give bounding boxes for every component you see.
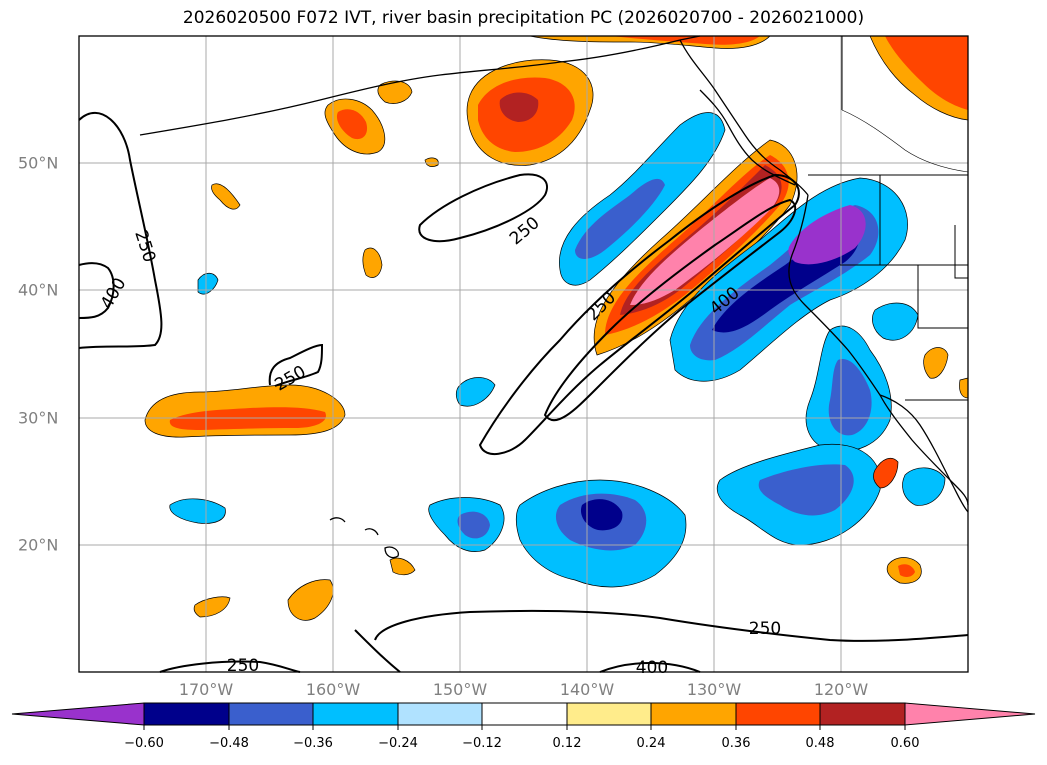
orange-aleutian-red bbox=[336, 109, 368, 140]
colorbar-swatch bbox=[143, 702, 230, 726]
contour-label: 400 bbox=[636, 658, 668, 678]
blue-small-e bbox=[197, 272, 219, 295]
blue-subtrop-a-dark bbox=[580, 499, 623, 531]
alaska-coast bbox=[139, 35, 701, 136]
colorbar bbox=[11, 702, 1036, 730]
orange-west-band-red bbox=[169, 407, 326, 430]
colorbar-label: −0.60 bbox=[124, 736, 164, 751]
contour-south-400 bbox=[354, 629, 401, 673]
orange-small-f bbox=[923, 347, 949, 379]
orange-small-i bbox=[211, 183, 241, 210]
lon-tick-label: 150°W bbox=[432, 680, 488, 699]
colorbar-extend-right bbox=[904, 702, 1036, 726]
map-title: 2026020500 F072 IVT, river basin precipi… bbox=[182, 8, 865, 28]
lon-tick-label: 130°W bbox=[686, 680, 742, 699]
baja bbox=[879, 394, 969, 513]
colorbar-label: 0.12 bbox=[552, 736, 582, 751]
blue-subtrop-b-mid bbox=[457, 511, 490, 539]
ar-pink-core bbox=[630, 178, 780, 305]
lon-tick-label: 120°W bbox=[813, 680, 869, 699]
lat-tick-label: 40°N bbox=[18, 280, 59, 300]
colorbar-swatch bbox=[735, 702, 821, 726]
political-borders bbox=[808, 36, 969, 401]
lat-tick-label: 50°N bbox=[18, 153, 59, 173]
lon-tick-label: 170°W bbox=[178, 680, 234, 699]
contour-ar-400-inner bbox=[543, 198, 797, 422]
colorbar-label: −0.24 bbox=[378, 736, 418, 751]
blue-south-coast-mid bbox=[828, 359, 872, 436]
blue-small-b bbox=[455, 377, 496, 407]
contour-west-400 bbox=[78, 262, 115, 319]
blue-small-a bbox=[169, 498, 226, 524]
orange-gulf-darkred bbox=[499, 92, 539, 122]
contour-mid-250 bbox=[268, 343, 324, 387]
contour-south-250 bbox=[374, 609, 969, 642]
purple-core bbox=[788, 205, 866, 265]
colorbar-label: 0.24 bbox=[636, 736, 666, 751]
orange-small-j bbox=[424, 157, 439, 167]
colorbar-label: 0.60 bbox=[890, 736, 920, 751]
contour-west-250 bbox=[78, 112, 163, 349]
lat-tick-label: 30°N bbox=[18, 408, 59, 428]
blue-small-c bbox=[872, 302, 919, 341]
contour-label: 250 bbox=[227, 656, 259, 676]
colorbar-label: −0.48 bbox=[209, 736, 249, 751]
contour-ne-pac-250 bbox=[418, 173, 548, 243]
colorbar-swatch bbox=[650, 702, 737, 726]
colorbar-label: −0.12 bbox=[462, 736, 502, 751]
orange-top-right-red bbox=[885, 36, 968, 110]
orange-top-mid-red bbox=[610, 36, 760, 45]
blue-lobe-nw-dark bbox=[575, 178, 665, 259]
colorbar-label: 0.36 bbox=[721, 736, 751, 751]
contour-south-250-b bbox=[159, 660, 301, 673]
orange-small-b bbox=[362, 247, 383, 278]
alaska-panhandle bbox=[679, 39, 809, 196]
colorbar-ticks bbox=[143, 725, 906, 730]
province-line bbox=[841, 109, 969, 173]
lon-tick-label: 160°W bbox=[305, 680, 361, 699]
lat-tick-label: 20°N bbox=[18, 535, 59, 555]
contour-south-400-b bbox=[599, 662, 701, 673]
state-lines bbox=[840, 175, 968, 329]
colorbar-swatch bbox=[312, 702, 399, 726]
orange-small-d bbox=[193, 596, 231, 618]
colorbar-swatch bbox=[481, 702, 568, 726]
colorbar-swatch bbox=[819, 702, 906, 726]
orange-small-e-red bbox=[898, 564, 915, 577]
colorbar-extend-left bbox=[11, 702, 145, 726]
coastlines bbox=[139, 35, 969, 559]
orange-small-h bbox=[389, 557, 416, 576]
blue-south-low-mid bbox=[758, 464, 854, 516]
colorbar-swatch bbox=[397, 702, 483, 726]
graticule bbox=[79, 36, 968, 672]
hawaii bbox=[329, 517, 399, 559]
colorbar-swatch bbox=[228, 702, 314, 726]
lon-tick-label: 140°W bbox=[559, 680, 615, 699]
orange-small-c bbox=[287, 579, 334, 621]
precip-shading bbox=[144, 35, 969, 621]
blue-small-d bbox=[902, 467, 946, 506]
colorbar-label: 0.48 bbox=[805, 736, 835, 751]
colorbar-label: −0.36 bbox=[293, 736, 333, 751]
ivt-contours bbox=[78, 112, 969, 673]
colorbar-swatch bbox=[566, 702, 652, 726]
orange-small-g bbox=[873, 457, 899, 489]
bc-coast bbox=[699, 89, 796, 186]
contour-label: 250 bbox=[749, 619, 781, 639]
map-frame bbox=[78, 35, 969, 673]
